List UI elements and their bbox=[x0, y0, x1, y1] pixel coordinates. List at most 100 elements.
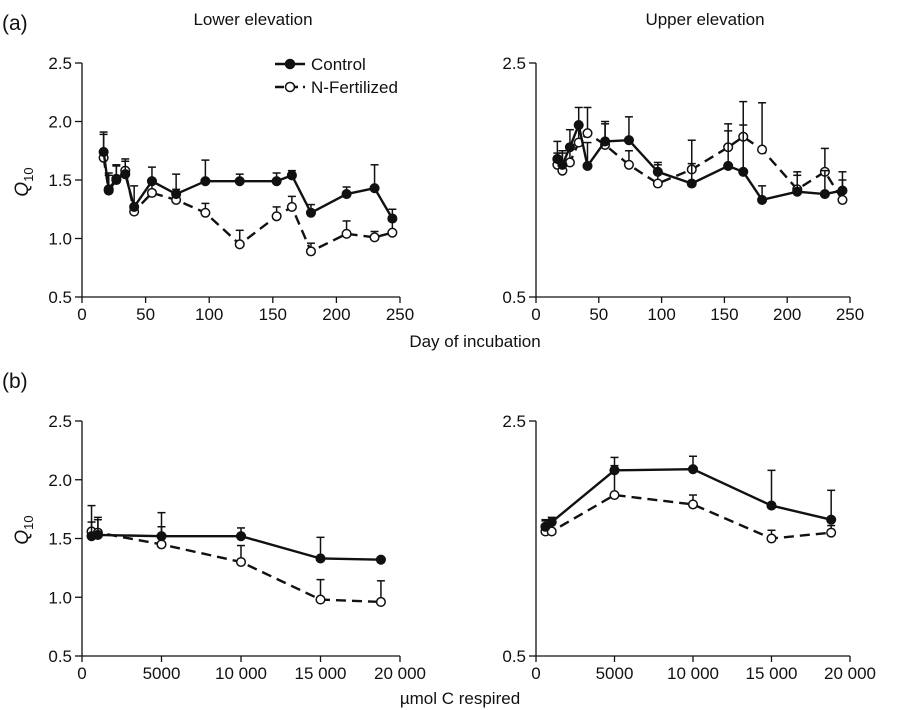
point-n-fertilized bbox=[652, 178, 663, 189]
x-tick-label: 50 bbox=[136, 305, 155, 324]
point-n-fertilized bbox=[609, 489, 620, 501]
x-tick-label: 0 bbox=[77, 664, 86, 683]
lower-elevation-title: Lower elevation bbox=[193, 10, 312, 29]
point-control bbox=[98, 146, 109, 157]
point-control bbox=[819, 188, 830, 200]
point-control bbox=[652, 166, 663, 177]
y-tick-label: 0.5 bbox=[502, 647, 526, 666]
series-n-fertilized bbox=[98, 133, 398, 257]
point-n-fertilized bbox=[341, 228, 352, 239]
point-control bbox=[271, 176, 282, 187]
x-tick-label: 20 000 bbox=[374, 664, 426, 683]
legend-nfert-label: N-Fertilized bbox=[311, 78, 398, 97]
y-tick-label: 0.5 bbox=[48, 288, 72, 307]
series-line-control bbox=[91, 533, 381, 561]
point-n-fertilized bbox=[235, 556, 247, 568]
point-n-fertilized bbox=[687, 499, 699, 510]
point-control bbox=[156, 531, 167, 542]
point-control bbox=[286, 170, 297, 181]
x-tick-label: 0 bbox=[531, 305, 540, 324]
y-tick-label: 2.0 bbox=[48, 113, 72, 132]
point-control bbox=[687, 464, 699, 475]
point-n-fertilized bbox=[286, 201, 297, 212]
point-control bbox=[792, 186, 803, 197]
point-control bbox=[738, 166, 749, 177]
point-n-fertilized bbox=[375, 596, 386, 608]
y-tick-label: 0.5 bbox=[48, 647, 72, 666]
point-control bbox=[315, 553, 326, 564]
series-n-fertilized bbox=[86, 504, 386, 608]
point-n-fertilized bbox=[305, 246, 317, 257]
x-tick-label: 250 bbox=[836, 305, 864, 324]
point-control bbox=[103, 184, 114, 195]
x-tick-label: 100 bbox=[195, 305, 223, 324]
x-tick-label: 100 bbox=[647, 305, 675, 324]
y-tick-label: 1.5 bbox=[48, 171, 72, 190]
point-n-fertilized bbox=[766, 533, 777, 544]
point-control bbox=[387, 213, 398, 224]
x-tick-label: 150 bbox=[710, 305, 738, 324]
point-control bbox=[757, 194, 768, 205]
legend: Control N-Fertilized bbox=[275, 55, 398, 97]
panel-a-tag: (a) bbox=[2, 12, 28, 35]
series-n-fertilized bbox=[540, 464, 837, 544]
point-n-fertilized bbox=[271, 211, 282, 222]
point-control bbox=[573, 119, 584, 131]
point-control bbox=[582, 160, 593, 172]
series-control bbox=[86, 511, 386, 565]
point-control bbox=[723, 160, 734, 172]
series-line-n-fertilized bbox=[545, 493, 832, 540]
series-control bbox=[552, 106, 848, 205]
upper-elevation-title: Upper elevation bbox=[645, 10, 764, 29]
y-tick-label: 2.5 bbox=[48, 54, 72, 73]
point-n-fertilized bbox=[200, 207, 211, 218]
point-n-fertilized bbox=[757, 144, 768, 155]
point-control bbox=[200, 176, 211, 187]
y-axis-label-a-main: Q bbox=[12, 182, 33, 197]
point-control bbox=[600, 136, 611, 147]
x-tick-label: 15 000 bbox=[746, 664, 798, 683]
point-control bbox=[546, 517, 557, 528]
point-control bbox=[146, 176, 158, 187]
series-line-control bbox=[544, 467, 832, 528]
x-tick-label: 250 bbox=[386, 305, 414, 324]
y-axis-label-b-sub: 10 bbox=[21, 515, 36, 529]
y-tick-label: 1.0 bbox=[48, 588, 72, 607]
plot-a-lower: 0 50 100 150 200 250 0.5 1.0 1.5 2.0 2.5 bbox=[48, 54, 414, 324]
point-n-fertilized bbox=[369, 232, 380, 243]
y-tick-label: 0.5 bbox=[502, 288, 526, 307]
y-tick-label: 2.5 bbox=[48, 412, 72, 431]
point-control bbox=[375, 554, 386, 565]
plot-b-lower: 0 5000 10 000 15 000 20 000 0.5 1.0 1.5 2.0 2.5 bbox=[48, 412, 426, 683]
point-control bbox=[305, 207, 317, 218]
point-control bbox=[837, 185, 848, 196]
legend-control-marker bbox=[284, 58, 296, 70]
point-control bbox=[557, 159, 568, 170]
point-n-fertilized bbox=[837, 194, 848, 205]
point-control bbox=[766, 500, 777, 511]
plot-a-upper: 0 50 100 150 200 250 0.5 2.5 bbox=[502, 54, 864, 324]
series-control bbox=[540, 455, 837, 532]
series-line-control bbox=[102, 151, 394, 220]
y-tick-label: 2.0 bbox=[48, 471, 72, 490]
y-tick-label: 2.5 bbox=[502, 412, 526, 431]
y-axis-label-b-main: Q bbox=[12, 530, 33, 545]
legend-control-label: Control bbox=[311, 55, 366, 74]
point-n-fertilized bbox=[623, 159, 634, 170]
x-tick-label: 150 bbox=[259, 305, 287, 324]
x-tick-label: 0 bbox=[531, 664, 540, 683]
y-tick-label: 1.5 bbox=[48, 530, 72, 549]
point-control bbox=[623, 135, 634, 146]
point-control bbox=[341, 188, 352, 200]
series-control bbox=[98, 131, 398, 224]
x-tick-label: 10 000 bbox=[667, 664, 719, 683]
y-axis-label-b: Q10 bbox=[12, 515, 36, 544]
series-line-n-fertilized bbox=[91, 530, 381, 604]
point-control bbox=[129, 201, 140, 212]
point-control bbox=[92, 529, 103, 541]
point-control bbox=[120, 169, 131, 180]
y-tick-label: 1.0 bbox=[48, 230, 72, 249]
point-control bbox=[826, 514, 837, 525]
point-control bbox=[171, 188, 182, 200]
